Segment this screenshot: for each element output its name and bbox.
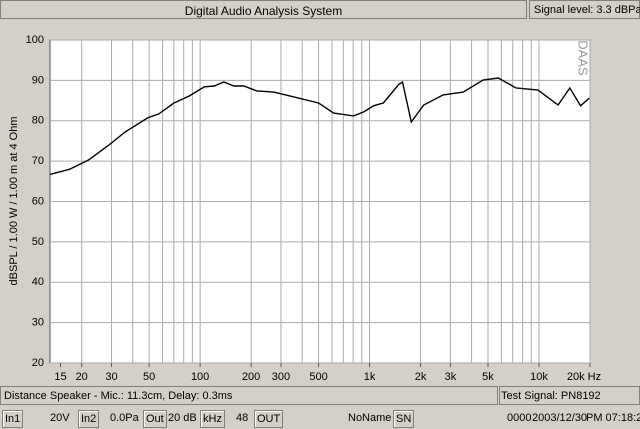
y-tick-label: 80 — [32, 115, 44, 127]
signal-level: Signal level: 3.3 dBPa — [534, 4, 640, 16]
distance-text: Distance Speaker - Mic.: 11.3cm, Delay: … — [4, 390, 233, 402]
x-tick-label: 20 — [76, 371, 88, 383]
x-tick-label: 5k — [482, 371, 494, 383]
app-title: Digital Audio Analysis System — [184, 4, 343, 18]
watermark: DAAS — [576, 40, 591, 76]
x-tick-label: 100 — [191, 371, 209, 383]
toolbar-label: 20V — [50, 412, 70, 424]
toolbar-label: 0000 — [507, 412, 532, 424]
x-tick-label: 10k — [530, 371, 548, 383]
toolbar-button[interactable]: In1 — [2, 410, 24, 428]
status-distance: Distance Speaker - Mic.: 11.3cm, Delay: … — [0, 386, 498, 405]
y-tick-label: 20 — [32, 357, 44, 369]
toolbar-label: 20 dB — [168, 412, 197, 424]
status-signal: Test Signal: PN8192 — [499, 386, 640, 405]
toolbar-button[interactable]: kHz — [200, 410, 225, 428]
signal-level-box: Signal level: 3.3 dBPa — [529, 0, 640, 19]
toolbar-label: NoName — [348, 412, 392, 424]
x-tick-label: 2k — [415, 371, 427, 383]
x-tick-label: 1k — [364, 371, 376, 383]
y-tick-label: 70 — [32, 155, 44, 167]
test-signal-text: Test Signal: PN8192 — [501, 390, 601, 402]
x-tick-label: 300 — [272, 371, 290, 383]
x-tick-label: 500 — [309, 371, 327, 383]
y-tick-label: 60 — [32, 195, 44, 207]
y-tick-label: 40 — [32, 276, 44, 288]
toolbar-button[interactable]: In2 — [78, 410, 100, 428]
response-curve — [49, 77, 590, 176]
y-tick-label: 90 — [32, 74, 44, 86]
y-tick-label: 30 — [32, 317, 44, 329]
x-tick-label: 3k — [445, 371, 457, 383]
toolbar-button[interactable]: Out — [143, 410, 167, 428]
y-tick-label: 100 — [26, 34, 44, 46]
x-tick-label: 200 — [242, 371, 260, 383]
toolbar-label: 0.0Pa — [110, 412, 139, 424]
toolbar-button[interactable]: OUT — [254, 410, 284, 428]
title-bar: Digital Audio Analysis System — [0, 0, 527, 19]
toolbar-label: 2003/12/30 — [532, 412, 588, 424]
y-axis-label: dBSPL / 1.00 W / 1.00 m at 4 Ohm — [8, 117, 20, 286]
x-tick-label: 50 — [143, 371, 155, 383]
toolbar-label: 48 — [236, 412, 249, 424]
x-tick-label: 15 — [54, 371, 66, 383]
x-tick-label: 20k Hz — [567, 371, 601, 383]
chart: dBSPL / 1.00 W / 1.00 m at 4 Ohm DAAS 20… — [0, 20, 640, 385]
toolbar-label: PM 07:18:27 — [586, 412, 640, 424]
x-tick-label: 30 — [105, 371, 117, 383]
y-tick-label: 50 — [32, 236, 44, 248]
toolbar-button[interactable]: SN — [393, 410, 415, 428]
